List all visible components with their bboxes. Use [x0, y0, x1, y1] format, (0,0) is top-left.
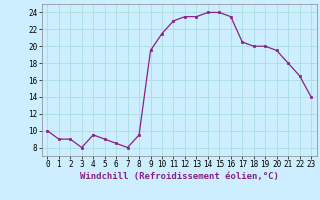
X-axis label: Windchill (Refroidissement éolien,°C): Windchill (Refroidissement éolien,°C)	[80, 172, 279, 181]
